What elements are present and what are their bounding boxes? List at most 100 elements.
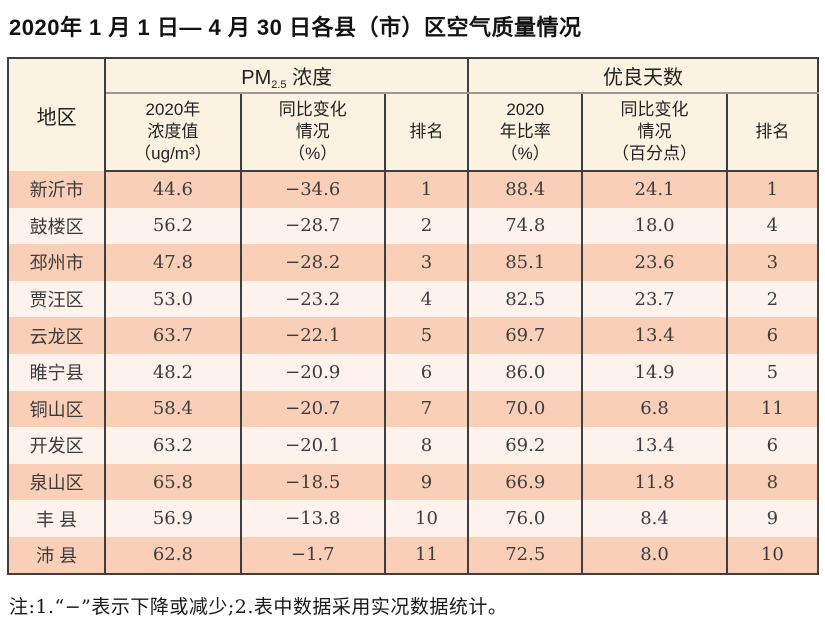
header-sub-row: 2020年 浓度值 （ug/m³） 同比变化 情况 （%） 排名 2020 年比…	[8, 93, 820, 172]
region-cell: 贾汪区	[6, 280, 107, 318]
table-row: 贾汪区 53.0 −23.2 4 82.5 23.7 2	[6, 280, 820, 318]
good-ratio-cell: 70.0	[467, 390, 584, 428]
table-header: 地区 PM2.5 浓度 优良天数 2020年 浓度值 （ug/m³） 同比变化 …	[6, 58, 820, 172]
pm-rank-cell: 10	[383, 500, 470, 537]
good-ratio-cell: 72.5	[467, 536, 584, 574]
region-cell: 云龙区	[6, 317, 107, 354]
good-rank-cell: 6	[725, 427, 820, 464]
region-cell: 鼓楼区	[6, 207, 107, 245]
good-ratio-cell: 69.2	[467, 427, 584, 464]
good-ratio-cell: 85.1	[467, 244, 584, 281]
pm-change-cell: −20.9	[239, 353, 386, 391]
pm-label-rest: 浓度	[286, 66, 333, 89]
good-ratio-cell: 86.0	[467, 353, 584, 391]
pm-value-cell: 56.9	[104, 500, 242, 537]
region-cell: 铜山区	[6, 390, 107, 428]
pm-change-cell: −23.2	[239, 280, 386, 318]
pm-change-cell: −28.7	[239, 207, 386, 245]
good-rank-cell: 2	[725, 280, 820, 318]
pm-value-cell: 62.8	[104, 536, 242, 574]
pm-change-cell: −22.1	[239, 317, 386, 354]
good-change-cell: 8.0	[581, 536, 728, 574]
pm-value-cell: 65.8	[104, 463, 242, 501]
good-ratio-cell: 66.9	[467, 463, 584, 501]
region-cell: 丰 县	[6, 500, 107, 537]
region-cell: 新沂市	[6, 171, 107, 208]
header-pm-value: 2020年 浓度值 （ug/m³）	[104, 93, 242, 172]
table-row: 鼓楼区 56.2 −28.7 2 74.8 18.0 4	[6, 207, 820, 245]
table-row: 邳州市 47.8 −28.2 3 85.1 23.6 3	[6, 244, 820, 281]
good-change-cell: 14.9	[581, 353, 728, 391]
good-change-cell: 6.8	[581, 390, 728, 428]
good-change-cell: 13.4	[581, 427, 728, 464]
good-rank-cell: 11	[725, 390, 820, 428]
pm-label-subscript: 2.5	[271, 78, 287, 91]
good-ratio-cell: 76.0	[467, 500, 584, 537]
pm-value-cell: 63.7	[104, 317, 242, 354]
region-cell: 泉山区	[6, 463, 107, 501]
region-cell: 睢宁县	[6, 353, 107, 391]
pm-change-cell: −20.1	[239, 427, 386, 464]
good-change-cell: 11.8	[581, 463, 728, 501]
pm-rank-cell: 2	[383, 207, 470, 245]
table-body: 新沂市 44.6 −34.6 1 88.4 24.1 1 鼓楼区 56.2 −2…	[6, 171, 820, 574]
table-row: 沛 县 62.8 −1.7 11 72.5 8.0 10	[6, 536, 820, 574]
pm-rank-cell: 4	[383, 280, 470, 318]
header-good-ratio: 2020 年比率 （%）	[467, 93, 584, 172]
header-pm-change: 同比变化 情况 （%）	[239, 93, 386, 172]
region-cell: 开发区	[6, 427, 107, 464]
header-good-change: 同比变化 情况 （百分点）	[581, 93, 728, 172]
good-rank-cell: 9	[725, 500, 820, 537]
region-cell: 沛 县	[6, 536, 107, 574]
header-pm-rank: 排名	[383, 93, 470, 172]
page-title: 2020年 1 月 1 日— 4 月 30 日各县（市）区空气质量情况	[9, 15, 582, 40]
header-good-days-group: 优良天数	[467, 58, 819, 94]
good-rank-cell: 1	[725, 171, 820, 208]
pm-value-cell: 63.2	[104, 427, 242, 464]
good-change-cell: 8.4	[581, 500, 728, 537]
pm-change-cell: −20.7	[239, 390, 386, 428]
region-cell: 邳州市	[6, 244, 107, 281]
good-rank-cell: 5	[725, 353, 820, 391]
good-change-cell: 13.4	[581, 317, 728, 354]
pm-rank-cell: 11	[383, 536, 470, 574]
pm-rank-cell: 5	[383, 317, 470, 354]
pm-rank-cell: 8	[383, 427, 470, 464]
air-quality-table: 地区 PM2.5 浓度 优良天数 2020年 浓度值 （ug/m³） 同比变化 …	[6, 57, 820, 575]
table-row: 新沂市 44.6 −34.6 1 88.4 24.1 1	[6, 171, 820, 208]
pm-rank-cell: 1	[383, 171, 470, 208]
good-ratio-cell: 69.7	[467, 317, 584, 354]
table-row: 云龙区 63.7 −22.1 5 69.7 13.4 6	[6, 317, 820, 354]
header-region: 地区	[6, 58, 107, 171]
pm-value-cell: 56.2	[104, 207, 242, 245]
pm-rank-cell: 6	[383, 353, 470, 391]
good-change-cell: 23.7	[581, 280, 728, 318]
pm-value-cell: 58.4	[104, 390, 242, 428]
good-rank-cell: 10	[725, 536, 820, 574]
pm-change-cell: −1.7	[239, 536, 386, 574]
pm-label-main: PM	[241, 66, 272, 89]
pm-rank-cell: 9	[383, 463, 470, 501]
table-row: 开发区 63.2 −20.1 8 69.2 13.4 6	[6, 427, 820, 464]
good-ratio-cell: 82.5	[467, 280, 584, 318]
good-rank-cell: 4	[725, 207, 820, 245]
table-row: 泉山区 65.8 −18.5 9 66.9 11.8 8	[6, 463, 820, 501]
good-ratio-cell: 88.4	[467, 171, 584, 208]
pm-value-cell: 44.6	[104, 171, 242, 208]
pm-value-cell: 48.2	[104, 353, 242, 391]
header-pm-group: PM2.5 浓度	[104, 58, 470, 94]
good-rank-cell: 8	[725, 463, 820, 501]
header-good-rank: 排名	[725, 93, 820, 172]
pm-change-cell: −13.8	[239, 500, 386, 537]
good-change-cell: 24.1	[581, 171, 728, 208]
good-rank-cell: 3	[725, 244, 820, 281]
pm-rank-cell: 3	[383, 244, 470, 281]
pm-value-cell: 53.0	[104, 280, 242, 318]
footnote: 注:1.“−”表示下降或减少;2.表中数据采用实况数据统计。	[9, 595, 508, 618]
good-ratio-cell: 74.8	[467, 207, 584, 245]
table-row: 丰 县 56.9 −13.8 10 76.0 8.4 9	[6, 500, 820, 537]
table-row: 睢宁县 48.2 −20.9 6 86.0 14.9 5	[6, 353, 820, 391]
pm-change-cell: −34.6	[239, 171, 386, 208]
table-row: 铜山区 58.4 −20.7 7 70.0 6.8 11	[6, 390, 820, 428]
